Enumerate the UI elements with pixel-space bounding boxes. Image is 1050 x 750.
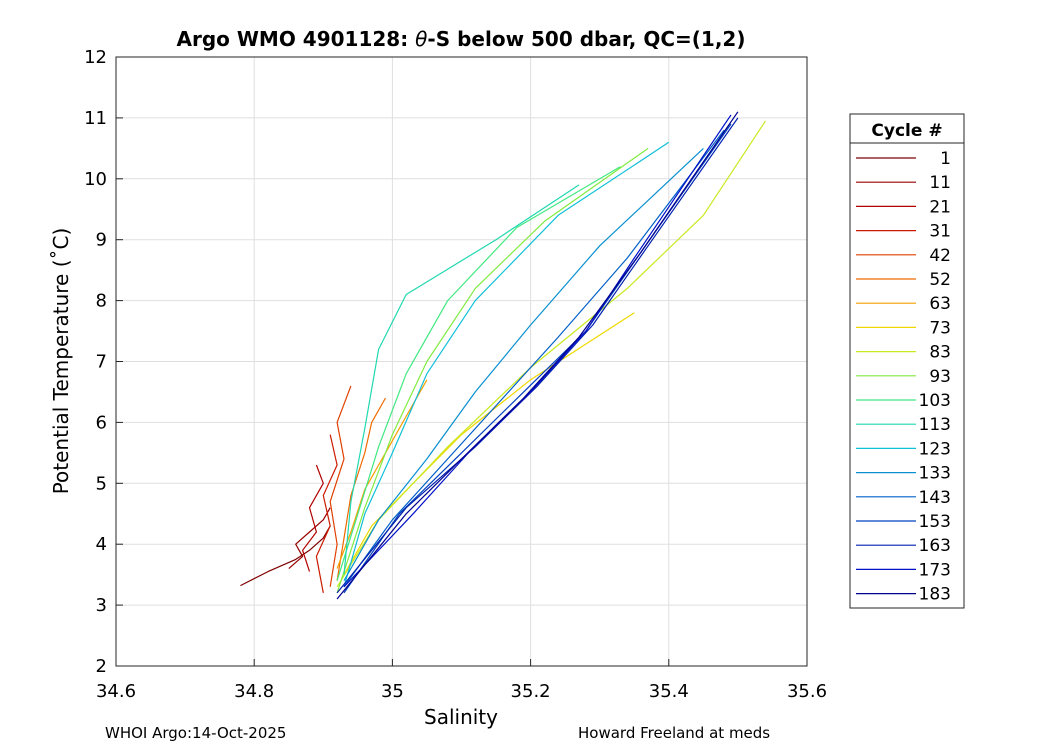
- legend-label: 52: [929, 270, 951, 290]
- series-line-cycle-1: [240, 525, 331, 587]
- x-tick-label: 35: [381, 681, 404, 702]
- legend-label: 83: [929, 343, 951, 363]
- legend-label: 21: [929, 197, 951, 217]
- series-line-cycle-52: [336, 397, 387, 581]
- y-tick-label: 3: [96, 595, 107, 616]
- legend-label: 73: [929, 318, 951, 338]
- series-line-cycle-133: [343, 147, 704, 581]
- legend-label: 123: [919, 439, 951, 459]
- series-line-cycle-42: [329, 385, 352, 587]
- legend-label: 63: [929, 294, 951, 314]
- series-line-cycle-21: [302, 464, 324, 572]
- y-axis: 2 3 4 5 6 7 8 9 10 11 12: [84, 47, 123, 677]
- series-line-cycle-63: [336, 379, 428, 569]
- x-tick-label: 35.2: [511, 681, 551, 702]
- grid: [115, 56, 808, 667]
- series-line-cycle-11: [288, 507, 331, 570]
- x-axis-label: Salinity: [424, 705, 498, 729]
- footer-right: Howard Freeland at meds: [578, 724, 771, 742]
- y-axis-label: Potential Temperature (˚C): [49, 228, 73, 495]
- series-line-cycle-93: [336, 147, 649, 594]
- series-line-cycle-31: [315, 434, 338, 594]
- legend-box: [849, 113, 965, 609]
- legend-label: 42: [929, 246, 951, 266]
- y-tick-label: 2: [96, 656, 107, 677]
- chart-title: Argo WMO 4901128: θ-S below 500 dbar, QC…: [177, 27, 746, 51]
- series-line-cycle-183: [336, 111, 739, 600]
- y-tick-label: 12: [84, 47, 107, 68]
- y-tick-label: 4: [96, 534, 107, 555]
- series-group: [240, 111, 767, 600]
- x-tick-label: 35.4: [649, 681, 689, 702]
- legend-label: 93: [929, 367, 951, 387]
- legend-label: 31: [929, 222, 951, 242]
- series-line-cycle-123: [343, 141, 670, 587]
- series-line-cycle-113: [343, 184, 580, 575]
- x-tick-label: 35.6: [787, 681, 827, 702]
- y-tick-label: 6: [96, 412, 107, 433]
- y-tick-label: 7: [96, 352, 107, 373]
- legend-title: Cycle #: [871, 121, 942, 141]
- y-tick-label: 8: [96, 291, 107, 312]
- legend-label: 153: [919, 512, 951, 532]
- y-tick-label: 10: [84, 169, 107, 190]
- series-line-cycle-173: [343, 114, 732, 588]
- series-line-cycle-103: [336, 166, 621, 581]
- x-tick-label: 34.6: [96, 681, 136, 702]
- legend-label: 163: [919, 536, 951, 556]
- legend-label: 133: [919, 464, 951, 484]
- y-tick-label: 5: [96, 473, 107, 494]
- legend-label: 143: [919, 488, 951, 508]
- legend: Cycle # 11121314252637383931031131231331…: [849, 113, 965, 609]
- legend-label: 183: [919, 585, 951, 605]
- footer-left: WHOI Argo:14-Oct-2025: [105, 724, 287, 742]
- legend-items: 1112131425263738393103113123133143153163…: [856, 149, 951, 605]
- legend-label: 103: [919, 391, 951, 411]
- legend-label: 113: [919, 415, 951, 435]
- legend-label: 11: [929, 173, 951, 193]
- y-tick-label: 9: [96, 230, 107, 251]
- legend-label: 173: [919, 560, 951, 580]
- y-tick-label: 11: [84, 108, 107, 129]
- series-line-cycle-143: [343, 129, 725, 588]
- x-axis: 34.6 34.8 35 35.2 35.4 35.6: [96, 659, 827, 702]
- series-line-cycle-163: [336, 117, 739, 594]
- legend-label: 1: [940, 149, 951, 169]
- x-tick-label: 34.8: [234, 681, 274, 702]
